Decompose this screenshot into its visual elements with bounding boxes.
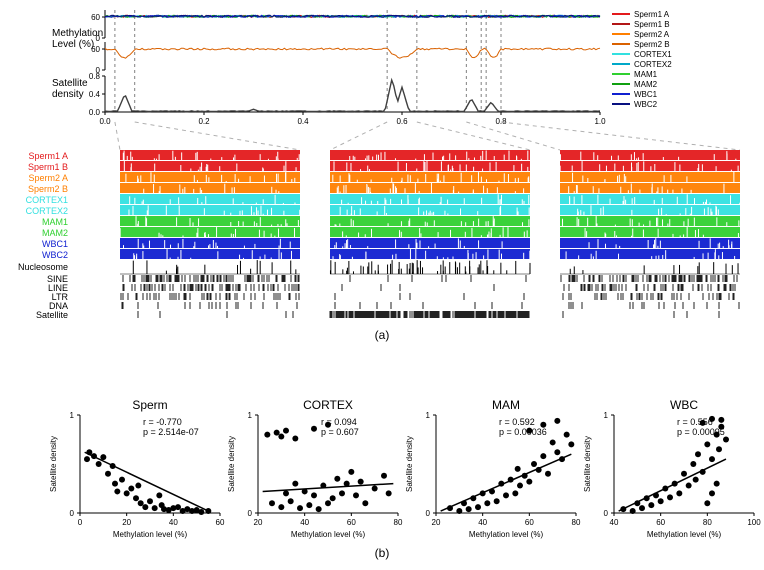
zoom-row-MAM2: MAM2: [42, 228, 68, 238]
svg-text:1: 1: [604, 411, 609, 420]
legend-CORTEX2: CORTEX2: [634, 60, 672, 69]
svg-text:r = 0.592: r = 0.592: [499, 417, 535, 427]
scatter-title-Sperm: Sperm: [132, 398, 167, 412]
svg-text:Methylation level (%): Methylation level (%): [469, 530, 544, 539]
svg-text:20: 20: [432, 518, 441, 527]
svg-text:60: 60: [525, 518, 534, 527]
svg-text:Satellite density: Satellite density: [49, 436, 58, 492]
svg-text:r = -0.770: r = -0.770: [143, 417, 182, 427]
svg-text:0: 0: [426, 509, 431, 518]
svg-text:0.4: 0.4: [89, 90, 101, 99]
svg-text:Methylation level (%): Methylation level (%): [647, 530, 722, 539]
svg-text:60: 60: [91, 13, 100, 22]
svg-text:0: 0: [78, 518, 83, 527]
panel-a-caption: (a): [375, 328, 390, 342]
zoom-row-WBC1: WBC1: [42, 239, 68, 249]
legend-MAM2: MAM2: [634, 80, 658, 89]
svg-text:Satellite density: Satellite density: [405, 436, 414, 492]
zoom-row-Sperm1 B: Sperm1 B: [28, 162, 68, 172]
svg-text:0: 0: [70, 509, 75, 518]
svg-text:40: 40: [300, 518, 309, 527]
svg-text:p = 0.607: p = 0.607: [321, 427, 359, 437]
svg-text:0: 0: [248, 509, 253, 518]
zoom-row-Sperm2 B: Sperm2 B: [28, 184, 68, 194]
figure-svg: 0.00.20.40.60.81.0MethylationLevel (%)Sa…: [0, 0, 764, 570]
svg-text:p = 0.00036: p = 0.00036: [499, 427, 547, 437]
zoom-row-MAM1: MAM1: [42, 217, 68, 227]
legend-WBC1: WBC1: [634, 90, 658, 99]
svg-text:Satellite density: Satellite density: [227, 436, 236, 492]
svg-text:60: 60: [91, 45, 100, 54]
svg-text:Satellite density: Satellite density: [583, 436, 592, 492]
svg-text:20: 20: [122, 518, 131, 527]
svg-text:0: 0: [96, 34, 101, 43]
svg-text:80: 80: [572, 518, 581, 527]
svg-text:1: 1: [70, 411, 75, 420]
svg-text:1: 1: [248, 411, 253, 420]
zoom-row-Nucleosome: Nucleosome: [18, 262, 68, 272]
zoom-row-WBC2: WBC2: [42, 250, 68, 260]
legend-CORTEX1: CORTEX1: [634, 50, 672, 59]
svg-text:p = 0.00095: p = 0.00095: [677, 427, 725, 437]
scatter-title-WBC: WBC: [670, 398, 698, 412]
svg-text:r = 0.094: r = 0.094: [321, 417, 357, 427]
svg-text:60: 60: [216, 518, 225, 527]
svg-text:0: 0: [604, 509, 609, 518]
legend-Sperm1 A: Sperm1 A: [634, 10, 670, 19]
svg-text:0.8: 0.8: [89, 72, 101, 81]
zoom-row-CORTEX2: CORTEX2: [26, 206, 68, 216]
svg-text:Level (%): Level (%): [52, 39, 94, 50]
svg-text:0.2: 0.2: [198, 117, 210, 126]
svg-text:20: 20: [254, 518, 263, 527]
svg-text:Satellite: Satellite: [36, 310, 68, 320]
svg-text:1.0: 1.0: [594, 117, 606, 126]
svg-text:1: 1: [426, 411, 431, 420]
scatter-title-CORTEX: CORTEX: [303, 398, 353, 412]
svg-text:100: 100: [747, 518, 761, 527]
svg-text:40: 40: [169, 518, 178, 527]
svg-text:60: 60: [347, 518, 356, 527]
svg-text:Satellite: Satellite: [52, 78, 88, 89]
svg-text:Methylation level (%): Methylation level (%): [113, 530, 188, 539]
svg-text:60: 60: [656, 518, 665, 527]
svg-text:0.0: 0.0: [89, 108, 101, 117]
svg-text:80: 80: [703, 518, 712, 527]
scatter-title-MAM: MAM: [492, 398, 520, 412]
panel-b-caption: (b): [375, 546, 390, 560]
legend-MAM1: MAM1: [634, 70, 658, 79]
svg-text:0.6: 0.6: [396, 117, 408, 126]
svg-text:0.8: 0.8: [495, 117, 507, 126]
svg-text:40: 40: [478, 518, 487, 527]
svg-text:r = 0.556: r = 0.556: [677, 417, 713, 427]
svg-text:80: 80: [394, 518, 403, 527]
legend-Sperm1 B: Sperm1 B: [634, 20, 670, 29]
svg-text:0.4: 0.4: [297, 117, 309, 126]
legend-Sperm2 A: Sperm2 A: [634, 30, 670, 39]
svg-text:Methylation level (%): Methylation level (%): [291, 530, 366, 539]
legend-Sperm2 B: Sperm2 B: [634, 40, 670, 49]
legend-WBC2: WBC2: [634, 100, 658, 109]
svg-text:density: density: [52, 89, 84, 100]
svg-text:40: 40: [610, 518, 619, 527]
zoom-row-Sperm1 A: Sperm1 A: [28, 151, 68, 161]
svg-text:p = 2.514e-07: p = 2.514e-07: [143, 427, 199, 437]
svg-text:0.0: 0.0: [99, 117, 111, 126]
zoom-row-CORTEX1: CORTEX1: [26, 195, 68, 205]
zoom-row-Sperm2 A: Sperm2 A: [28, 173, 68, 183]
